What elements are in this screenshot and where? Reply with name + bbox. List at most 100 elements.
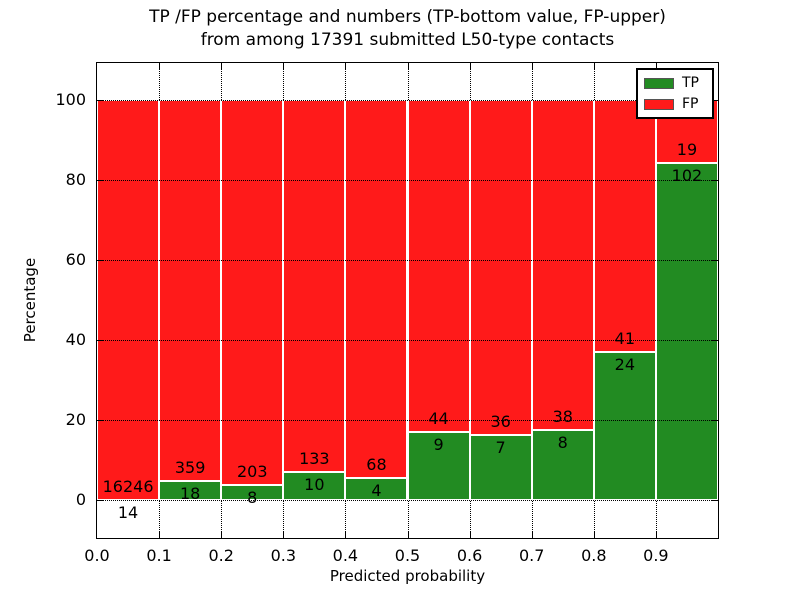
fp-count-label: 68 (366, 454, 387, 474)
tp-count-label: 4 (371, 480, 382, 500)
y-tick-label: 0 (75, 490, 86, 509)
bar-segment-tp (159, 480, 222, 500)
x-tick-mark (531, 63, 533, 69)
bar-segment-fp (407, 100, 470, 433)
fp-count-label: 38 (552, 407, 573, 427)
y-tick-mark (712, 180, 718, 181)
bar-segment-fp (97, 100, 160, 500)
y-gridline (97, 100, 718, 101)
tp-legend-swatch-icon (644, 77, 674, 89)
x-tick-mark (407, 532, 409, 538)
x-tick-mark (469, 532, 471, 538)
tp-count-label: 10 (304, 475, 325, 495)
x-tick-mark (283, 63, 285, 69)
x-tick-mark (283, 532, 285, 538)
legend-item: TP (644, 76, 706, 90)
y-tick-mark (712, 340, 718, 341)
y-gridline (97, 420, 718, 421)
bar-segment-tp (221, 484, 284, 500)
bar-segment-fp (283, 100, 346, 473)
bar-segment-tp (469, 434, 532, 500)
tp-count-label: 102 (671, 165, 703, 185)
y-tick-label: 100 (55, 90, 86, 109)
y-tick-mark (97, 340, 103, 341)
y-tick-mark (97, 420, 103, 421)
legend: TP FP (636, 68, 714, 119)
y-gridline (97, 260, 718, 261)
y-tick-mark (712, 260, 718, 261)
legend-item-label: FP (682, 96, 699, 112)
bar-segment-tp (655, 162, 718, 500)
tp-count-label: 18 (179, 483, 201, 503)
x-tick-mark (531, 532, 533, 538)
fp-count-label: 133 (299, 449, 330, 469)
y-tick-mark (97, 100, 103, 101)
tp-count-label: 8 (557, 433, 568, 453)
y-gridline (97, 500, 718, 501)
bar-segment-fp (593, 100, 656, 353)
fp-count-label: 36 (490, 411, 511, 431)
x-tick-label: 0.4 (332, 546, 359, 565)
x-tick-label: 0.2 (208, 546, 234, 565)
y-tick-mark (712, 500, 718, 501)
tp-count-label: 8 (247, 487, 258, 507)
x-tick-mark (655, 63, 657, 69)
fp-count-label: 41 (614, 329, 636, 349)
y-tick-mark (97, 260, 103, 261)
x-tick-label: 0.5 (394, 546, 421, 565)
bar-segment-fp (469, 100, 532, 435)
plot-area: 16246 14 359 18 203 8 133 10 68 4 44 9 36 7 38 8 41 24 19 1… (96, 62, 719, 539)
x-axis-label: Predicted probability (329, 567, 486, 585)
legend-item-label: TP (682, 75, 699, 91)
x-tick-mark (159, 532, 161, 538)
fp-count-label: 16246 (102, 476, 154, 496)
bar-segment-tp (407, 432, 470, 500)
y-gridline (97, 180, 718, 181)
bar-segment-fp (345, 100, 408, 478)
chart-title-line2: from among 17391 submitted L50-type cont… (200, 30, 615, 50)
tp-count-label: 14 (117, 502, 139, 522)
x-tick-label: 0.1 (146, 546, 172, 565)
tp-count-label: 9 (433, 435, 444, 455)
x-tick-label: 0.7 (518, 546, 545, 565)
bar-segment-tp (345, 477, 408, 500)
x-tick-label: 0.8 (581, 546, 607, 565)
y-tick-label: 40 (65, 330, 86, 349)
x-tick-mark (469, 63, 471, 69)
fp-count-label: 203 (236, 461, 268, 481)
bar-segment-tp (531, 430, 594, 500)
y-tick-mark (712, 420, 718, 421)
chart-title-line1: TP /FP percentage and numbers (TP-bottom… (149, 7, 666, 27)
x-tick-mark (593, 532, 595, 538)
x-tick-mark (221, 63, 223, 69)
y-tick-label: 60 (65, 250, 86, 269)
y-tick-label: 80 (65, 170, 86, 189)
fp-count-label: 44 (428, 409, 449, 429)
y-tick-mark (712, 100, 718, 101)
x-tick-label: 0.6 (456, 546, 483, 565)
x-tick-label: 0.3 (270, 546, 297, 565)
x-tick-label: 0.0 (84, 546, 110, 565)
bar-segment-fp (221, 100, 284, 485)
x-tick-mark (159, 63, 161, 69)
chart-title: TP /FP percentage and numbers (TP-bottom… (96, 6, 719, 52)
bar-segment-fp (159, 100, 222, 481)
x-tick-mark (407, 63, 409, 69)
y-tick-label: 20 (65, 410, 86, 429)
bar-segment-tp (593, 352, 656, 500)
x-tick-mark (221, 532, 223, 538)
bar-segment-fp (531, 100, 594, 431)
bar-segment-tp (283, 472, 346, 500)
fp-count-label: 19 (676, 139, 698, 159)
y-gridline (97, 340, 718, 341)
y-tick-mark (97, 500, 103, 501)
x-tick-mark (345, 532, 347, 538)
x-tick-mark (593, 63, 595, 69)
x-tick-mark (345, 63, 347, 69)
tp-count-label: 7 (495, 437, 506, 457)
legend-item: FP (644, 97, 706, 111)
x-tick-label: 0.9 (643, 546, 669, 565)
tp-count-label: 24 (614, 355, 636, 375)
fp-count-label: 359 (174, 457, 206, 477)
